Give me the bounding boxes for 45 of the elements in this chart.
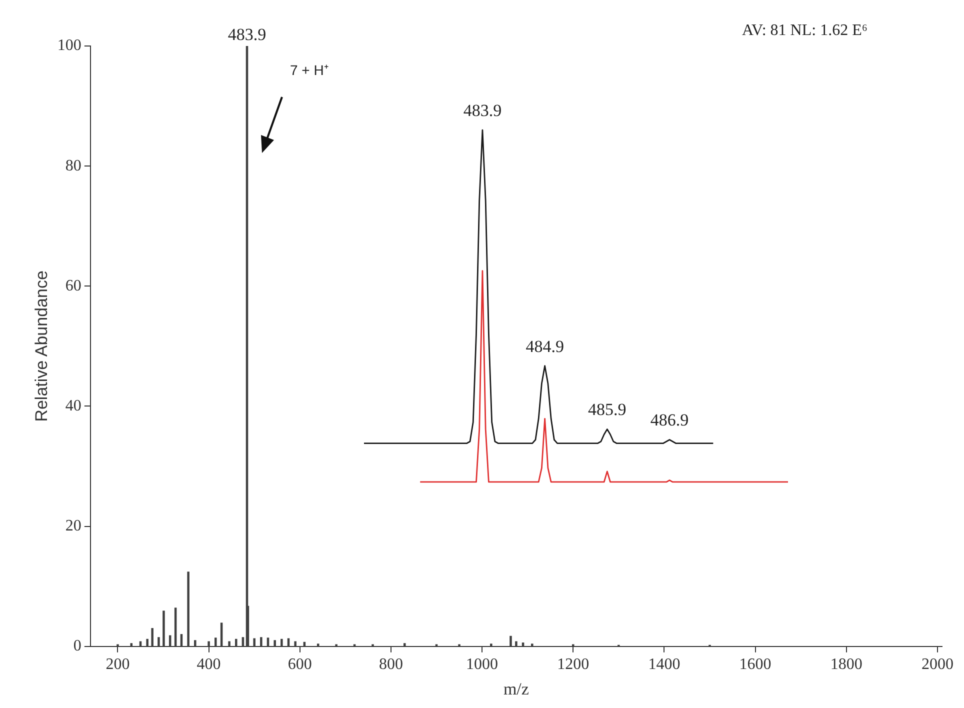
annotation: 483.9 bbox=[228, 24, 266, 44]
bar bbox=[515, 641, 518, 646]
x-tick-label: 200 bbox=[106, 656, 130, 674]
bar bbox=[253, 638, 256, 646]
bar bbox=[403, 643, 406, 646]
bar bbox=[510, 636, 512, 646]
bar bbox=[194, 640, 196, 646]
annotation: 7 + H⁺ bbox=[290, 61, 329, 79]
bar bbox=[187, 572, 190, 646]
x-tick-label: 1800 bbox=[830, 656, 862, 674]
bar bbox=[158, 637, 160, 646]
bar bbox=[260, 637, 262, 646]
y-tick-label: 100 bbox=[57, 37, 82, 54]
annotation: 485.9 bbox=[588, 400, 626, 420]
y-tick-label: 40 bbox=[65, 397, 82, 414]
x-tick-label: 600 bbox=[288, 656, 312, 674]
bar bbox=[280, 638, 283, 646]
x-tick-label: 400 bbox=[196, 656, 221, 674]
x-tick-label: 800 bbox=[378, 656, 403, 674]
bar bbox=[294, 641, 296, 646]
annotation: 483.9 bbox=[463, 100, 502, 120]
y-tick-label: 0 bbox=[73, 638, 82, 655]
x-tick-label: 2000 bbox=[921, 656, 954, 674]
y-tick-label: 20 bbox=[65, 518, 82, 535]
bar bbox=[151, 628, 154, 646]
bar bbox=[228, 641, 230, 646]
bar bbox=[208, 641, 210, 646]
bar bbox=[162, 610, 165, 646]
annotation: 484.9 bbox=[526, 336, 564, 356]
text: AV: 81 NL: 1.62 E⁶ bbox=[742, 22, 868, 40]
x-tick-label: 1400 bbox=[648, 656, 680, 674]
x-tick-label: 1600 bbox=[739, 656, 772, 674]
x-tick-label: 1200 bbox=[557, 656, 590, 674]
bar bbox=[274, 640, 276, 646]
y-tick-label: 80 bbox=[65, 157, 82, 174]
x-axis-title: m/z bbox=[503, 679, 530, 698]
x-tick-label: 1000 bbox=[466, 656, 498, 674]
bar bbox=[214, 638, 217, 646]
bar bbox=[531, 644, 534, 646]
bar bbox=[490, 644, 492, 646]
bar bbox=[146, 638, 148, 646]
bar bbox=[235, 638, 238, 646]
annotation: 486.9 bbox=[650, 410, 689, 430]
y-axis-title: Relative Abundance bbox=[32, 270, 51, 422]
y-tick-label: 60 bbox=[65, 277, 82, 294]
